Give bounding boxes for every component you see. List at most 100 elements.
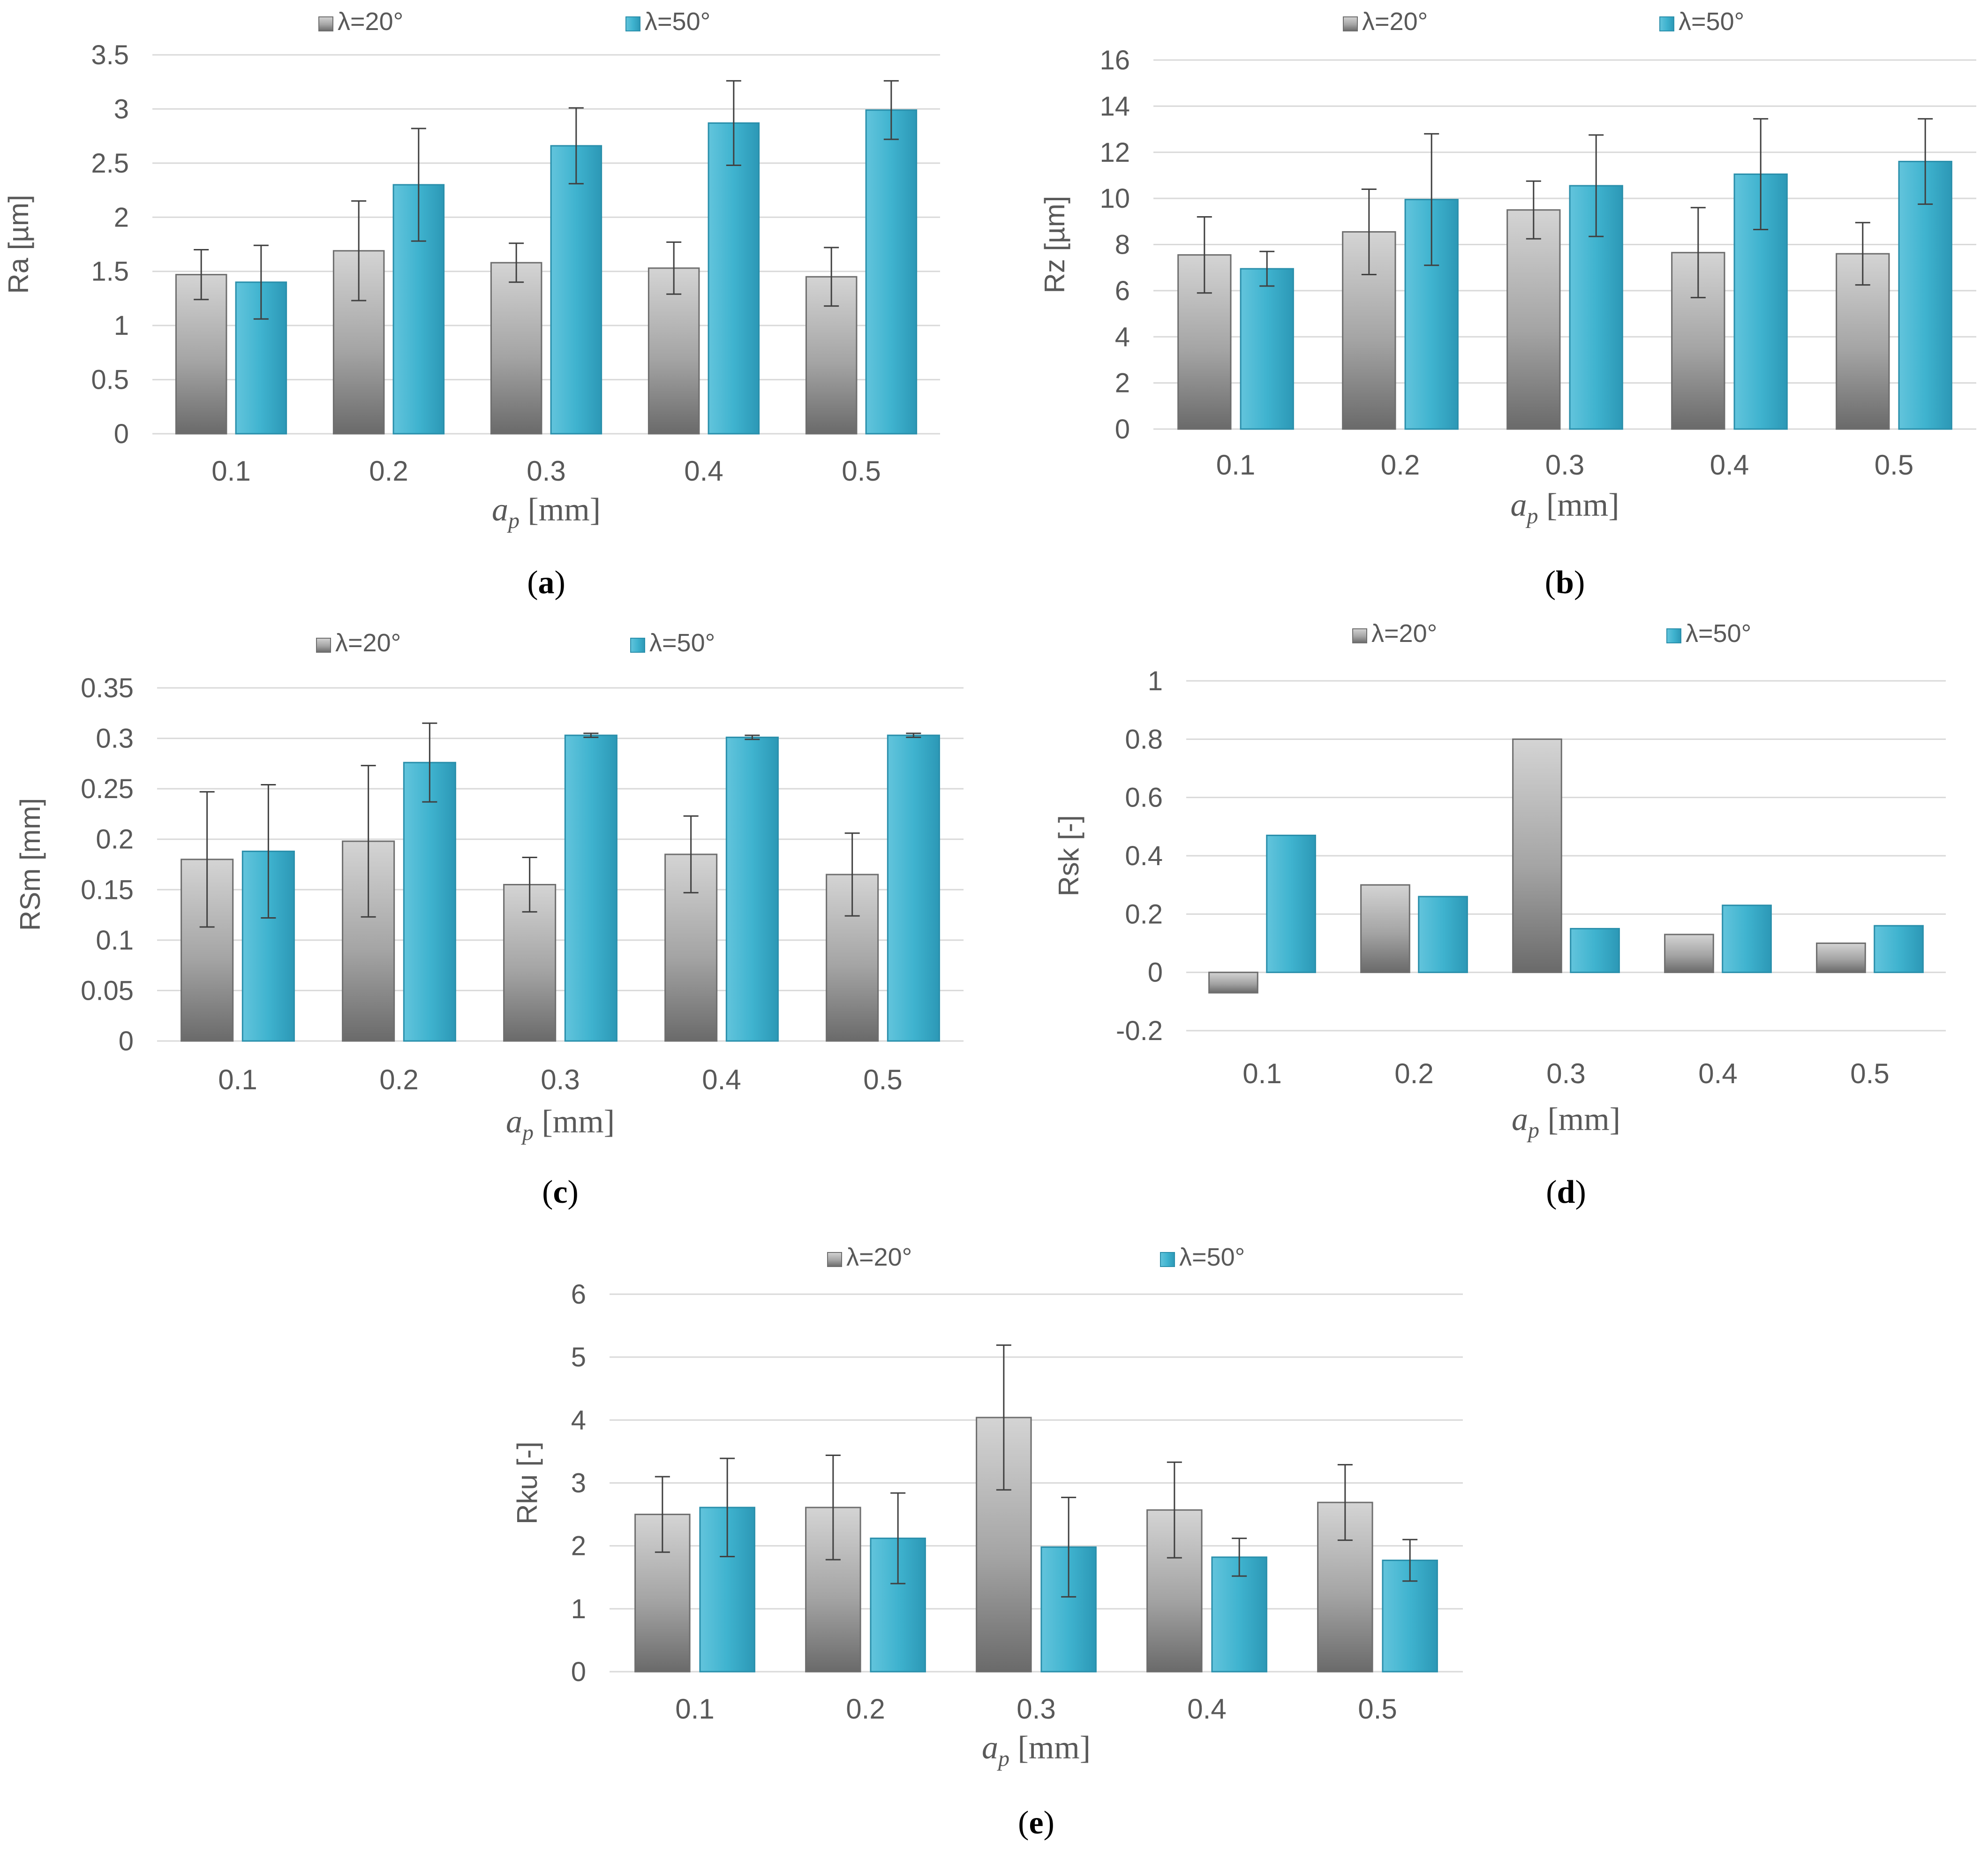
y-tick-label: 5	[571, 1342, 586, 1373]
x-tick-label: 0.2	[1381, 449, 1420, 481]
x-tick-label: 0.4	[1187, 1693, 1226, 1725]
x-tick-label: 0.2	[369, 455, 408, 487]
legend-swatch	[1352, 628, 1367, 643]
legend-label: λ=20°	[335, 629, 401, 657]
bar-lambda50-0.4	[708, 122, 760, 435]
y-tick-label: 0.5	[91, 365, 129, 395]
y-axis-title: Rku [-]	[512, 1441, 543, 1524]
x-tick-label: 0.3	[541, 1064, 580, 1095]
bar-lambda50-0.1	[1266, 834, 1316, 973]
x-tick-label: 0.5	[1358, 1693, 1397, 1725]
bar-lambda50-0.3	[550, 145, 602, 435]
legend-swatch	[1343, 16, 1358, 31]
bar-lambda50-0.4	[1722, 905, 1772, 973]
legend-label: λ=20°	[846, 1243, 912, 1271]
chart-panel-c: 0 0.05 0.1 0.15 0.2 0.25 0.3 0.35 0.1 0.2 0.3 0.4 0.…	[15, 629, 964, 1210]
y-tick-label: 2.5	[91, 148, 129, 179]
bar-lambda20-0.3	[503, 884, 557, 1042]
x-tick-label: 0.5	[1875, 449, 1913, 481]
x-tick-label: 0.2	[846, 1693, 885, 1725]
x-tick-label: 0.4	[684, 455, 723, 487]
x-axis-title: ap [mm]	[1510, 487, 1619, 528]
y-tick-label: -0.2	[1116, 1016, 1163, 1046]
panel-caption: (d)	[1546, 1174, 1586, 1210]
y-tick-label: 4	[571, 1405, 586, 1435]
bar-lambda50-0.3	[564, 734, 617, 1042]
panel-caption: (a)	[527, 565, 565, 601]
x-tick-label: 0.1	[675, 1693, 714, 1725]
chart-panel-b: 0 2 4 6 8 10 12 14 16 0.1 0.2 0.3 0.4 0.5 λ=20° λ=50° Rz…	[1039, 8, 1976, 601]
y-tick-label: 6	[571, 1279, 586, 1310]
legend-label: λ=20°	[1362, 8, 1428, 36]
y-axis-title: Ra [µm]	[3, 195, 34, 294]
legend-label: λ=50°	[649, 629, 715, 657]
x-tick-label: 0.5	[842, 455, 881, 487]
y-tick-label: 12	[1099, 137, 1130, 168]
y-tick-label: 0	[1148, 958, 1163, 988]
bar-lambda20-0.3	[1506, 209, 1561, 430]
y-tick-label: 0.6	[1125, 783, 1163, 813]
y-tick-label: 3	[571, 1468, 586, 1499]
y-tick-label: 0	[114, 419, 129, 449]
x-tick-label: 0.1	[1242, 1058, 1281, 1089]
y-tick-label: 1	[1148, 666, 1163, 696]
legend-label: λ=20°	[338, 8, 403, 36]
y-tick-label: 2	[114, 202, 129, 233]
legend-swatch	[630, 638, 645, 653]
y-axis-title: RSm [mm]	[15, 798, 46, 931]
y-tick-label: 1	[114, 310, 129, 341]
y-tick-label: 0.3	[96, 724, 134, 754]
x-tick-label: 0.3	[1017, 1693, 1055, 1725]
bar-lambda50-0.1	[1240, 268, 1294, 430]
bar-lambda20-0.2	[1360, 884, 1410, 973]
y-tick-label: 1	[571, 1594, 586, 1624]
bar-lambda50-0.4	[725, 736, 779, 1042]
x-tick-label: 0.1	[218, 1064, 257, 1095]
y-tick-label: 4	[1115, 322, 1130, 352]
y-tick-label: 2	[571, 1531, 586, 1561]
legend-label: λ=50°	[645, 8, 710, 36]
x-axis-title: ap [mm]	[506, 1104, 615, 1145]
y-tick-label: 0.25	[81, 774, 134, 804]
bar-lambda20-0.5	[1816, 943, 1866, 973]
bar-lambda50-0.5	[887, 734, 940, 1042]
x-axis-title: ap [mm]	[492, 492, 601, 533]
legend-swatch	[1160, 1252, 1175, 1267]
bar-lambda50-0.5	[865, 109, 918, 435]
y-tick-label: 0.15	[81, 875, 134, 905]
y-tick-label: 0.35	[81, 673, 134, 703]
bar-lambda20-0.4	[1664, 934, 1714, 973]
y-tick-label: 3	[114, 94, 129, 124]
y-tick-label: 16	[1099, 45, 1130, 75]
legend-label: λ=50°	[1686, 619, 1751, 648]
panel-caption: (c)	[542, 1174, 579, 1210]
x-tick-label: 0.3	[1546, 1058, 1585, 1089]
legend-swatch	[1666, 628, 1681, 643]
y-tick-label: 1.5	[91, 256, 129, 287]
legend-swatch	[1659, 16, 1674, 31]
y-tick-label: 0.2	[96, 824, 134, 855]
x-tick-label: 0.1	[1216, 449, 1255, 481]
bar-lambda50-0.5	[1874, 925, 1924, 973]
legend-swatch	[318, 16, 333, 31]
bar-lambda20-0.3	[1512, 738, 1562, 973]
y-tick-label: 14	[1099, 91, 1130, 121]
legend-label: λ=50°	[1679, 8, 1744, 36]
x-tick-label: 0.4	[1710, 449, 1749, 481]
y-tick-label: 10	[1099, 183, 1130, 214]
y-axis-title: Rz [µm]	[1039, 196, 1070, 294]
bar-lambda50-0.3	[1570, 928, 1620, 973]
y-tick-label: 0	[571, 1657, 586, 1687]
panel-caption: (b)	[1545, 565, 1585, 601]
y-tick-label: 0.4	[1125, 841, 1163, 871]
x-axis-title: ap [mm]	[1512, 1101, 1620, 1143]
y-axis-title: Rsk [-]	[1053, 815, 1084, 896]
x-tick-label: 0.2	[379, 1064, 418, 1095]
panel-caption: (e)	[1018, 1805, 1054, 1841]
x-tick-label: 0.3	[1545, 449, 1584, 481]
chart-panel-a: 0 0.5 1 1.5 2 2.5 3 3.5 0.1 0.2 0.3 0.4 0.5 λ=20° λ=50…	[3, 8, 940, 601]
y-tick-label: 0	[119, 1026, 134, 1056]
bar-lambda50-0.5	[1898, 160, 1952, 430]
legend-swatch	[316, 638, 331, 653]
y-tick-label: 0.8	[1125, 724, 1163, 754]
